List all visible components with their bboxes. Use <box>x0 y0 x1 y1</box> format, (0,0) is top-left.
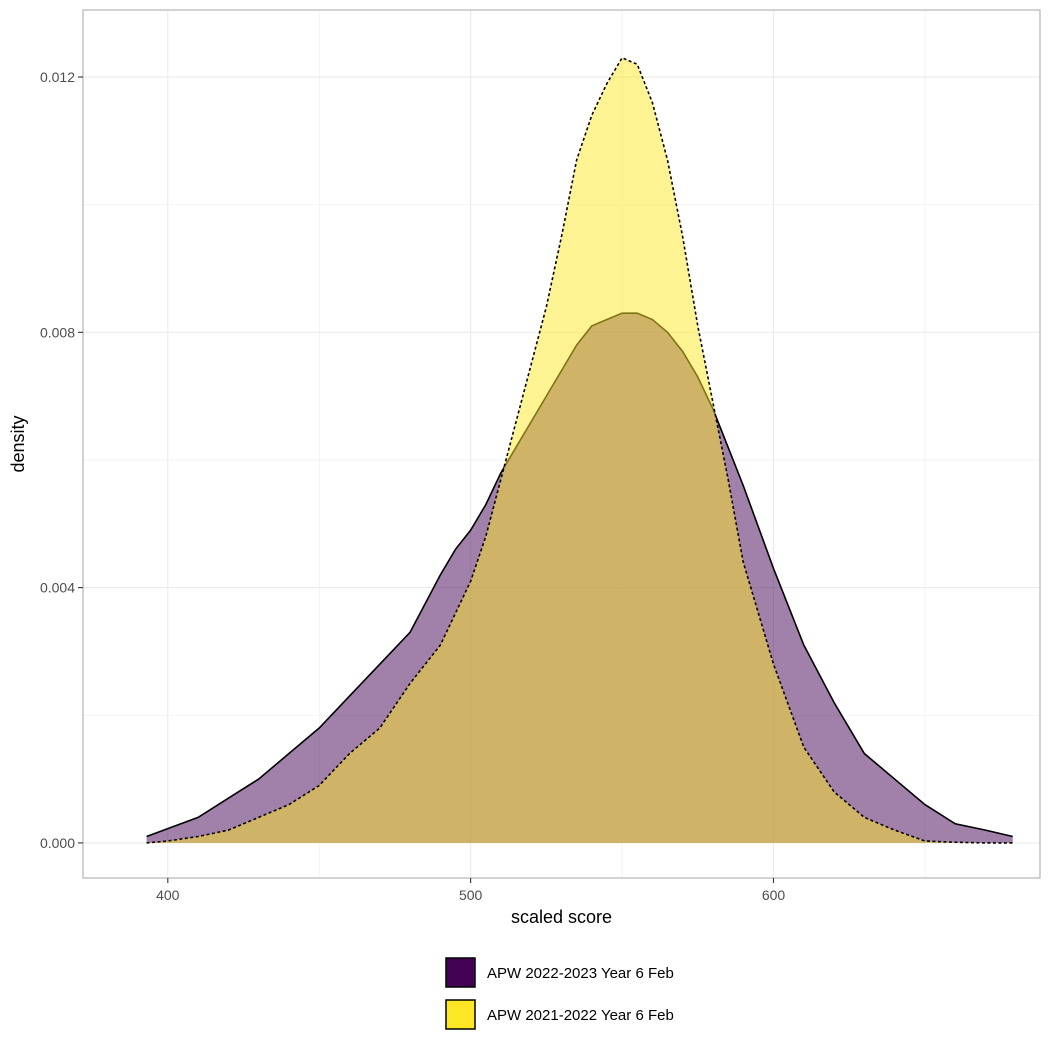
legend-key-2 <box>445 999 476 1030</box>
panel-frame <box>82 9 1041 879</box>
x-axis-title: scaled score <box>511 907 612 927</box>
y-axis-ticks: 0.000 0.004 0.008 0.012 <box>40 69 83 851</box>
legend-label-2: APW 2021-2022 Year 6 Feb <box>487 1007 674 1024</box>
panel-border <box>82 9 1041 879</box>
density-area-2 <box>146 57 1013 843</box>
x-tick-label: 400 <box>156 887 180 903</box>
x-axis-ticks: 400 500 600 <box>156 878 785 903</box>
legend-key-1 <box>445 957 476 988</box>
density-areas <box>146 56 1013 844</box>
x-tick-label: 600 <box>762 887 786 903</box>
density-outline-2 <box>146 56 1013 844</box>
y-tick-label: 0.000 <box>40 835 75 851</box>
y-tick-label: 0.008 <box>40 324 75 340</box>
y-axis-title: density <box>8 415 28 472</box>
legend-label-1: APW 2022-2023 Year 6 Feb <box>487 965 674 982</box>
x-tick-label: 500 <box>459 887 483 903</box>
legend: APW 2022-2023 Year 6 Feb APW 2021-2022 Ye… <box>445 957 674 1030</box>
y-tick-label: 0.004 <box>40 580 75 596</box>
y-tick-label: 0.012 <box>40 69 75 85</box>
